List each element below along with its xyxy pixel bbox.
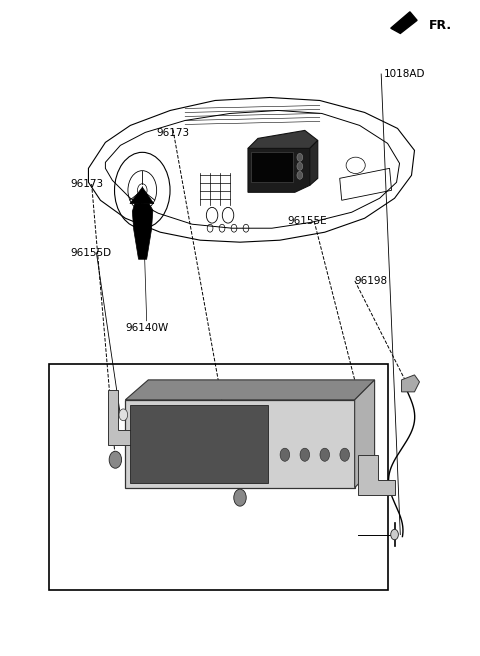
Circle shape (297, 163, 303, 171)
Polygon shape (130, 405, 268, 483)
Polygon shape (355, 380, 374, 487)
Bar (48, 364, 388, 590)
Text: 96173: 96173 (70, 179, 103, 189)
Polygon shape (402, 375, 420, 392)
Circle shape (234, 489, 246, 506)
Polygon shape (125, 400, 355, 487)
Circle shape (280, 448, 289, 461)
Circle shape (119, 409, 128, 420)
Text: 96155E: 96155E (288, 216, 327, 226)
Circle shape (300, 448, 310, 461)
Circle shape (391, 529, 398, 540)
Polygon shape (310, 140, 318, 185)
Polygon shape (130, 187, 154, 203)
Text: FR.: FR. (429, 19, 452, 32)
Polygon shape (251, 152, 293, 182)
Polygon shape (248, 131, 318, 148)
Circle shape (340, 448, 349, 461)
Polygon shape (391, 12, 417, 33)
Circle shape (297, 171, 303, 179)
Polygon shape (132, 203, 153, 259)
Polygon shape (248, 140, 310, 192)
Polygon shape (358, 455, 395, 495)
Polygon shape (125, 380, 374, 400)
Circle shape (297, 154, 303, 161)
Text: 96140W: 96140W (125, 323, 168, 333)
Circle shape (320, 448, 330, 461)
Polygon shape (108, 390, 138, 445)
Text: 96173: 96173 (156, 128, 190, 138)
Circle shape (109, 451, 121, 468)
Text: 96198: 96198 (355, 276, 388, 286)
Text: 96155D: 96155D (70, 248, 111, 258)
Text: 1018AD: 1018AD (384, 69, 425, 79)
